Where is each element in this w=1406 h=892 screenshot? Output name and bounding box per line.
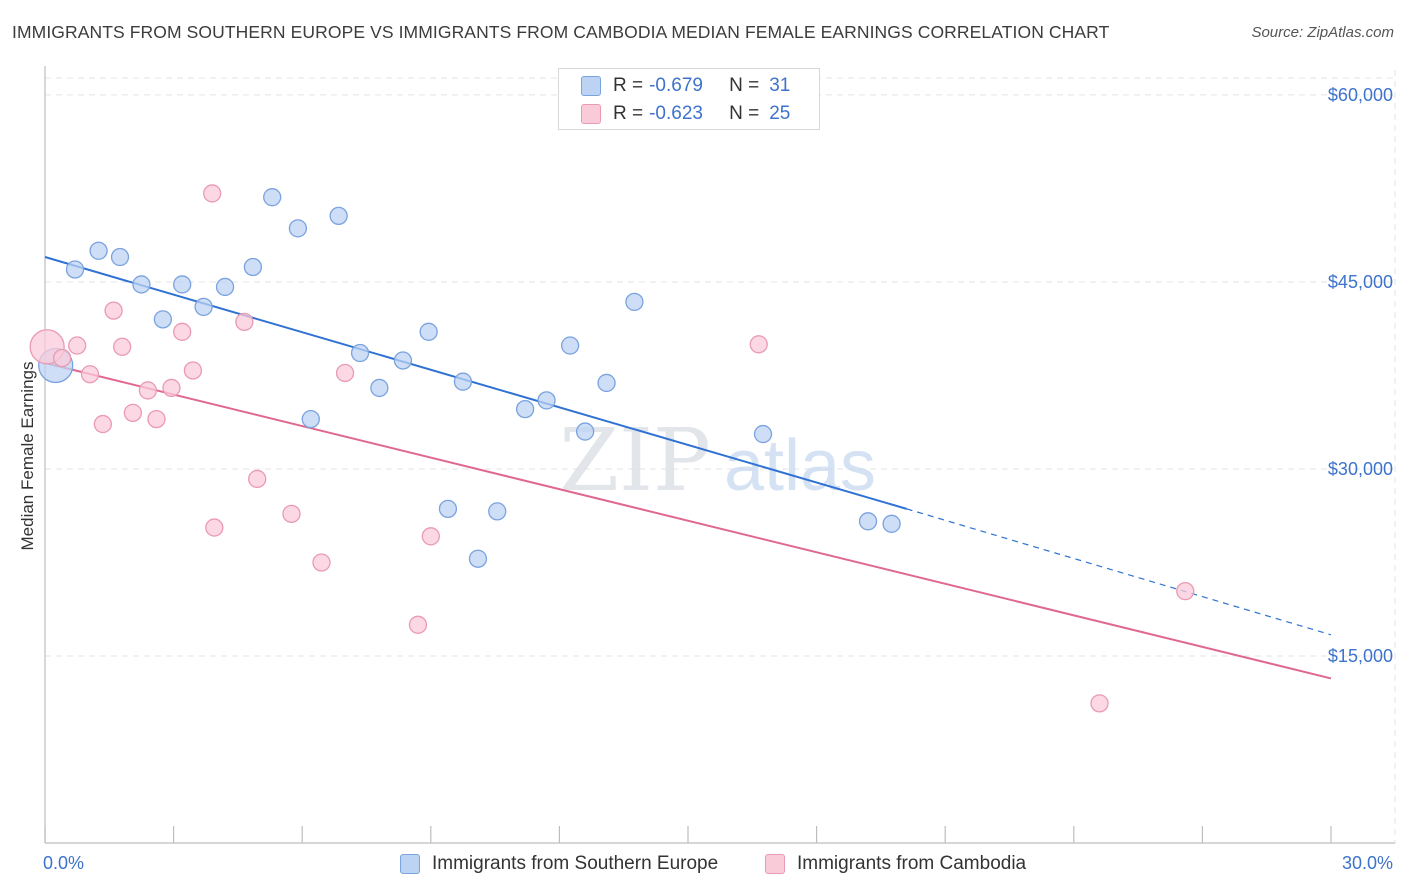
- southern-europe-trendline-extension: [906, 508, 1332, 636]
- y-tick-label: $45,000: [1328, 272, 1393, 292]
- cambodia-point: [113, 337, 132, 356]
- legend-label: Immigrants from Cambodia: [797, 853, 1027, 874]
- southern-europe-point: [370, 378, 389, 398]
- cambodia-point: [147, 409, 166, 429]
- southern-europe-point: [194, 297, 213, 317]
- southern-europe-point: [753, 424, 773, 444]
- gridlines: [45, 70, 1396, 843]
- southern-europe-trendline: [44, 256, 907, 510]
- data-points: [29, 184, 1195, 713]
- x-tick-label: 0.0%: [43, 853, 84, 873]
- axes: [44, 66, 1395, 844]
- series-legend: Immigrants from Southern Europe Immigran…: [0, 850, 1406, 880]
- southern-europe-point: [468, 549, 488, 568]
- southern-europe-point: [858, 512, 878, 531]
- r-label: R =: [613, 75, 644, 96]
- legend-label: Immigrants from Southern Europe: [432, 853, 719, 874]
- r-value: -0.623: [649, 103, 703, 124]
- cambodia-point: [104, 301, 123, 320]
- cambodia-point: [282, 504, 301, 524]
- cambodia-point: [183, 361, 203, 380]
- y-tick-label: $60,000: [1328, 85, 1393, 105]
- southern-europe-point: [329, 206, 348, 226]
- cambodia-trendline: [44, 362, 1332, 680]
- southern-europe-point: [438, 499, 458, 519]
- southern-europe-point: [393, 351, 413, 370]
- southern-europe-point: [560, 336, 580, 355]
- pink-swatch-icon: [581, 104, 601, 124]
- r-value: -0.679: [649, 75, 703, 96]
- watermark: ZIP atlas: [559, 411, 876, 511]
- cambodia-point: [312, 553, 331, 572]
- n-label: N =: [729, 75, 760, 96]
- southern-europe-point: [597, 373, 616, 393]
- southern-europe-point: [575, 422, 595, 441]
- cambodia-point: [52, 348, 72, 368]
- southern-europe-point: [215, 277, 235, 297]
- cambodia-point: [68, 336, 87, 355]
- southern-europe-point: [110, 247, 130, 267]
- cambodia-point: [408, 615, 428, 634]
- cambodia-point: [1176, 582, 1195, 601]
- southern-europe-point: [89, 241, 108, 260]
- correlation-legend: R = -0.679 N = 31 R = -0.623 N = 25: [558, 68, 820, 130]
- axis-tick-labels: $15,000 $30,000 $45,000 $60,000 0.0% 30.0%: [43, 85, 1393, 873]
- cambodia-point: [1090, 694, 1109, 713]
- source-label: Source: ZipAtlas.com: [1251, 24, 1394, 41]
- southern-europe-point: [882, 514, 901, 533]
- n-value: 25: [769, 103, 791, 124]
- cambodia-point: [138, 381, 158, 400]
- cambodia-point: [421, 527, 440, 546]
- southern-europe-point: [419, 322, 438, 341]
- southern-europe-point: [173, 275, 192, 294]
- legend-item-southern-europe: Immigrants from Southern Europe: [400, 850, 718, 878]
- cambodia-point: [123, 403, 143, 423]
- legend-row-cambodia: R = -0.623 N = 25: [581, 100, 790, 128]
- n-value: 31: [769, 75, 791, 96]
- pink-swatch-icon: [765, 854, 785, 874]
- y-tick-label: $15,000: [1328, 646, 1393, 666]
- chart-title: IMMIGRANTS FROM SOUTHERN EUROPE VS IMMIG…: [12, 22, 1110, 42]
- blue-swatch-icon: [581, 76, 601, 96]
- southern-europe-point: [515, 399, 535, 419]
- southern-europe-point: [453, 372, 473, 391]
- x-tick-label: 30.0%: [1342, 853, 1393, 873]
- southern-europe-point: [132, 275, 151, 294]
- southern-europe-point: [288, 219, 308, 238]
- southern-europe-point: [350, 343, 370, 363]
- southern-europe-point: [625, 292, 644, 312]
- legend-row-southern-europe: R = -0.679 N = 31: [581, 72, 790, 100]
- trend-lines: [44, 256, 1332, 680]
- cambodia-point: [80, 365, 100, 384]
- cambodia-point: [203, 184, 222, 203]
- cambodia-point: [205, 518, 224, 537]
- southern-europe-point: [301, 409, 320, 429]
- cambodia-point: [335, 363, 355, 383]
- blue-swatch-icon: [400, 854, 420, 874]
- cambodia-point: [93, 414, 113, 434]
- cambodia-point: [248, 469, 267, 489]
- cambodia-point: [749, 335, 768, 354]
- cambodia-point: [173, 322, 192, 341]
- southern-europe-point: [488, 502, 507, 521]
- y-tick-label: $30,000: [1328, 459, 1393, 479]
- r-label: R =: [613, 103, 644, 124]
- cambodia-point: [162, 378, 181, 398]
- southern-europe-point: [243, 257, 263, 277]
- cambodia-point: [235, 312, 254, 331]
- southern-europe-point: [263, 188, 282, 207]
- southern-europe-point: [537, 391, 556, 410]
- n-label: N =: [729, 103, 760, 124]
- southern-europe-point: [153, 310, 173, 329]
- legend-item-cambodia: Immigrants from Cambodia: [765, 850, 1026, 878]
- southern-europe-point: [65, 260, 85, 279]
